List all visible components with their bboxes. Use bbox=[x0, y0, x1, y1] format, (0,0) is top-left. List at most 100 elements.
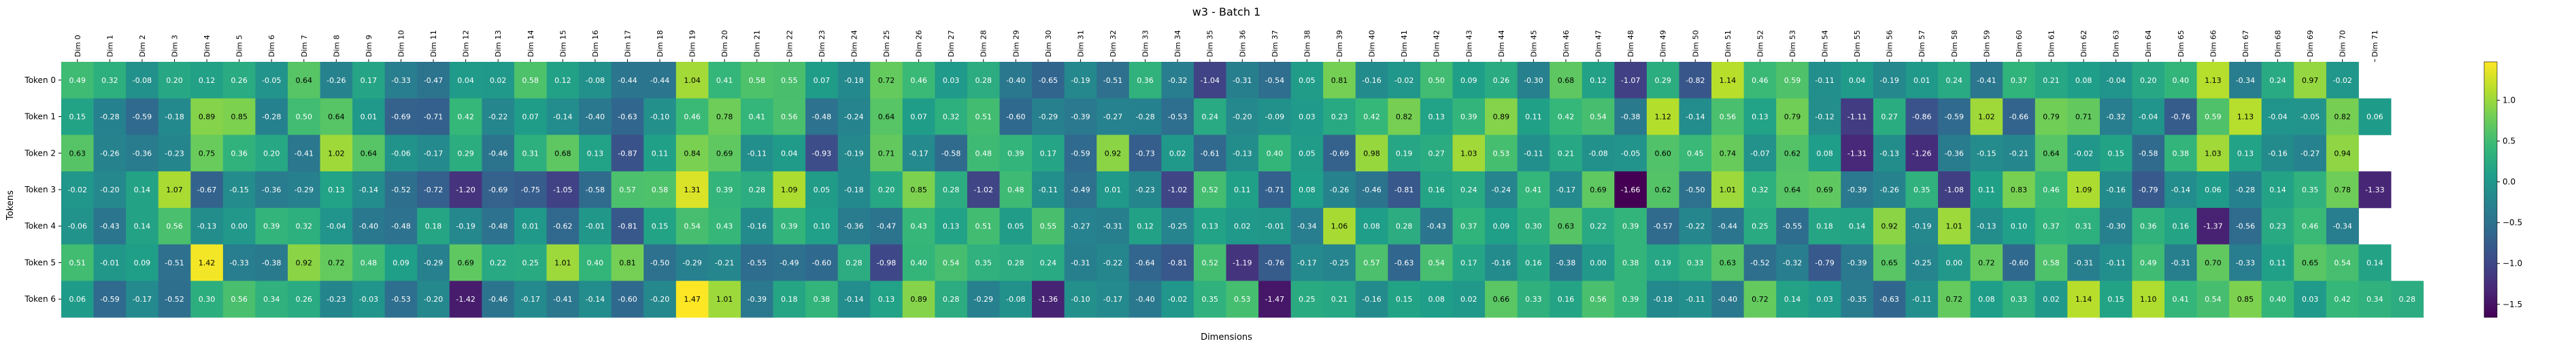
x-tick-label: Dim 0 bbox=[73, 35, 82, 57]
heatmap-cell bbox=[1614, 171, 1647, 209]
cell-value-label: 0.08 bbox=[1428, 295, 1445, 304]
heatmap-cell bbox=[190, 171, 224, 209]
heatmap-cell bbox=[417, 135, 450, 172]
heatmap-cell bbox=[611, 281, 644, 318]
heatmap-cell bbox=[2358, 244, 2392, 281]
heatmap-cell bbox=[2003, 135, 2036, 172]
cell-value-label: 0.48 bbox=[361, 258, 378, 267]
heatmap-cell bbox=[1290, 281, 1324, 318]
cell-value-label: -0.52 bbox=[165, 295, 184, 304]
colorbar-tick-label: −0.5 bbox=[2503, 218, 2522, 228]
heatmap-cell bbox=[190, 207, 224, 245]
heatmap-cell bbox=[837, 171, 871, 209]
heatmap-cell bbox=[2067, 281, 2101, 318]
heatmap-cell bbox=[708, 207, 741, 245]
heatmap-cell bbox=[1905, 207, 1939, 245]
cell-value-label: 0.01 bbox=[1913, 76, 1930, 85]
cell-value-label: -0.01 bbox=[1265, 222, 1284, 231]
heatmap-cell bbox=[1097, 244, 1130, 281]
heatmap-cell bbox=[126, 171, 159, 209]
heatmap-cell bbox=[967, 171, 1000, 209]
cell-value-label: 0.62 bbox=[1654, 186, 1671, 194]
heatmap-cell bbox=[1743, 171, 1777, 209]
cell-value-label: 1.02 bbox=[328, 149, 345, 158]
heatmap-cell bbox=[837, 135, 871, 172]
cell-value-label: 0.34 bbox=[263, 295, 280, 304]
cell-value-label: -1.36 bbox=[1039, 295, 1058, 304]
cell-value-label: 0.14 bbox=[2366, 258, 2383, 267]
cell-value-label: -0.33 bbox=[391, 76, 410, 85]
cell-value-label: 0.09 bbox=[134, 258, 151, 267]
cell-value-label: 1.12 bbox=[1654, 113, 1671, 122]
cell-value-label: -0.71 bbox=[1265, 186, 1284, 194]
heatmap-cell bbox=[1646, 98, 1679, 135]
cell-value-label: -0.36 bbox=[1945, 149, 1964, 158]
cell-value-label: 0.06 bbox=[2366, 113, 2383, 122]
cell-value-label: 1.09 bbox=[781, 186, 798, 194]
cell-value-label: -0.13 bbox=[1233, 149, 1252, 158]
cell-value-label: -0.11 bbox=[748, 149, 767, 158]
heatmap-cell bbox=[902, 98, 935, 135]
cell-value-label: -0.29 bbox=[973, 295, 992, 304]
heatmap-cell bbox=[1032, 171, 1065, 209]
cell-value-label: 0.54 bbox=[943, 258, 960, 267]
heatmap-cell bbox=[1032, 98, 1065, 135]
heatmap-cell bbox=[935, 281, 968, 318]
x-tick-label: Dim 54 bbox=[1821, 30, 1830, 57]
cell-value-label: -0.11 bbox=[1686, 295, 1705, 304]
cell-value-label: 0.03 bbox=[1299, 113, 1316, 122]
cell-value-label: 0.36 bbox=[1137, 76, 1154, 85]
heatmap-cell bbox=[1646, 207, 1679, 245]
cell-value-label: -0.29 bbox=[295, 186, 314, 194]
x-tick-label: Dim 53 bbox=[1788, 30, 1797, 57]
cell-value-label: 0.28 bbox=[943, 186, 960, 194]
cell-value-label: 0.04 bbox=[457, 76, 474, 85]
cell-value-label: -0.28 bbox=[1135, 113, 1154, 122]
cell-value-label: 0.40 bbox=[587, 258, 604, 267]
cell-value-label: 1.03 bbox=[1460, 149, 1477, 158]
heatmap-cell bbox=[999, 135, 1033, 172]
heatmap-cell bbox=[546, 244, 580, 281]
cell-value-label: -0.32 bbox=[1783, 258, 1802, 267]
cell-value-label: -0.10 bbox=[1071, 295, 1090, 304]
cell-value-label: 0.16 bbox=[1525, 258, 1542, 267]
heatmap-cell bbox=[1452, 135, 1486, 172]
cell-value-label: 0.05 bbox=[1299, 149, 1316, 158]
heatmap-cell bbox=[1226, 244, 1259, 281]
cell-value-label: -0.01 bbox=[586, 222, 605, 231]
chart-title: w3 - Batch 1 bbox=[1192, 5, 1260, 18]
cell-value-label: -0.11 bbox=[2106, 258, 2125, 267]
heatmap-cell bbox=[773, 98, 806, 135]
cell-value-label: 0.04 bbox=[1849, 76, 1866, 85]
heatmap-cell bbox=[2261, 171, 2294, 209]
cell-value-label: 0.13 bbox=[587, 149, 604, 158]
heatmap-cell bbox=[417, 207, 450, 245]
x-tick-label: Dim 3 bbox=[170, 35, 179, 57]
heatmap-cell bbox=[255, 244, 288, 281]
heatmap-cell bbox=[2132, 98, 2165, 135]
cell-value-label: 0.40 bbox=[1267, 149, 1284, 158]
heatmap-cell bbox=[2099, 171, 2132, 209]
cell-value-label: -0.26 bbox=[100, 149, 119, 158]
cell-value-label: -0.44 bbox=[618, 76, 637, 85]
cell-value-label: -0.63 bbox=[618, 113, 637, 122]
cell-value-label: 0.15 bbox=[2107, 295, 2124, 304]
cell-value-label: -0.58 bbox=[941, 149, 960, 158]
cell-value-label: 0.17 bbox=[1460, 258, 1477, 267]
heatmap-cell bbox=[1582, 135, 1615, 172]
cell-value-label: -1.02 bbox=[973, 186, 992, 194]
heatmap-cell bbox=[1905, 244, 1939, 281]
heatmap-cell bbox=[773, 281, 806, 318]
heatmap-cell bbox=[287, 171, 320, 209]
heatmap-cell bbox=[579, 62, 612, 99]
cell-value-label: 0.63 bbox=[1720, 258, 1737, 267]
cell-value-label: 0.15 bbox=[652, 222, 669, 231]
x-tick-label: Dim 38 bbox=[1303, 30, 1311, 57]
heatmap-cell bbox=[1743, 281, 1777, 318]
cell-value-label: -0.25 bbox=[1912, 258, 1931, 267]
heatmap-cell bbox=[1938, 135, 1971, 172]
cell-value-label: -0.66 bbox=[2009, 113, 2028, 122]
cell-value-label: 0.14 bbox=[1849, 222, 1866, 231]
cell-value-label: -0.47 bbox=[424, 76, 443, 85]
cell-value-label: 0.46 bbox=[2302, 222, 2319, 231]
